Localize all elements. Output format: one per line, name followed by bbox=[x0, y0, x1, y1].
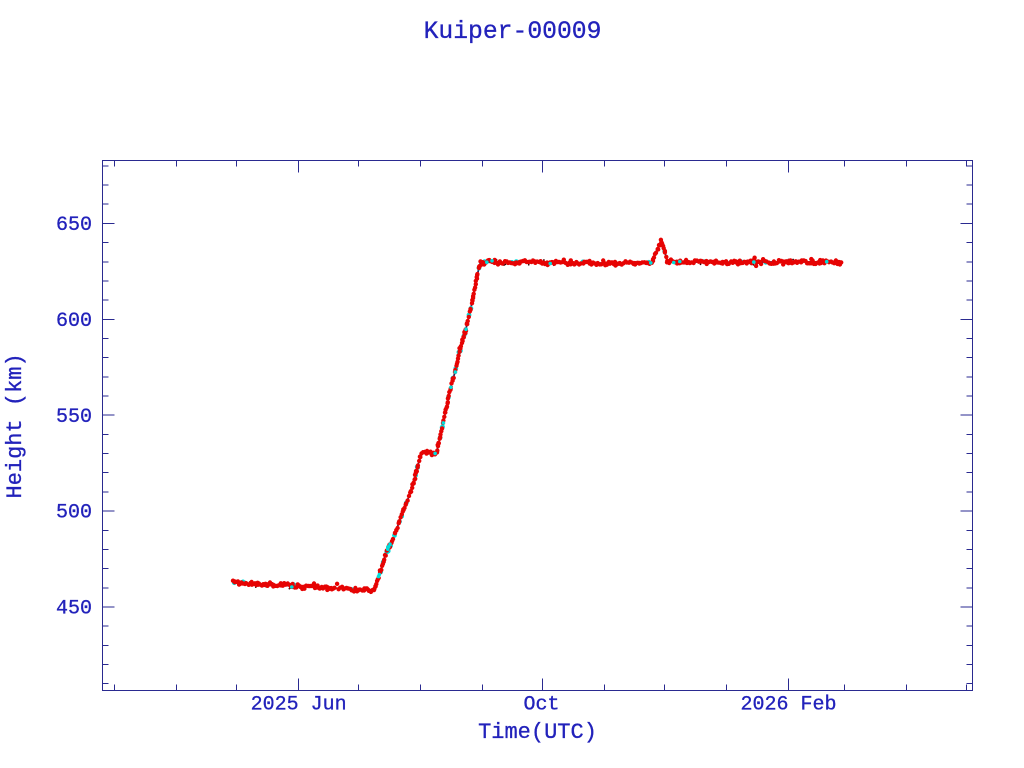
svg-text:650: 650 bbox=[56, 214, 92, 237]
svg-text:450: 450 bbox=[56, 598, 92, 621]
svg-text:550: 550 bbox=[56, 406, 92, 429]
svg-text:Time(UTC): Time(UTC) bbox=[478, 720, 597, 745]
svg-text:500: 500 bbox=[56, 502, 92, 525]
svg-text:600: 600 bbox=[56, 310, 92, 333]
svg-text:Oct: Oct bbox=[523, 694, 559, 717]
svg-text:Kuiper-00009: Kuiper-00009 bbox=[424, 18, 602, 46]
svg-text:Height (km): Height (km) bbox=[3, 353, 28, 498]
svg-text:2025 Jun: 2025 Jun bbox=[251, 694, 347, 717]
svg-text:2026 Feb: 2026 Feb bbox=[740, 694, 836, 717]
